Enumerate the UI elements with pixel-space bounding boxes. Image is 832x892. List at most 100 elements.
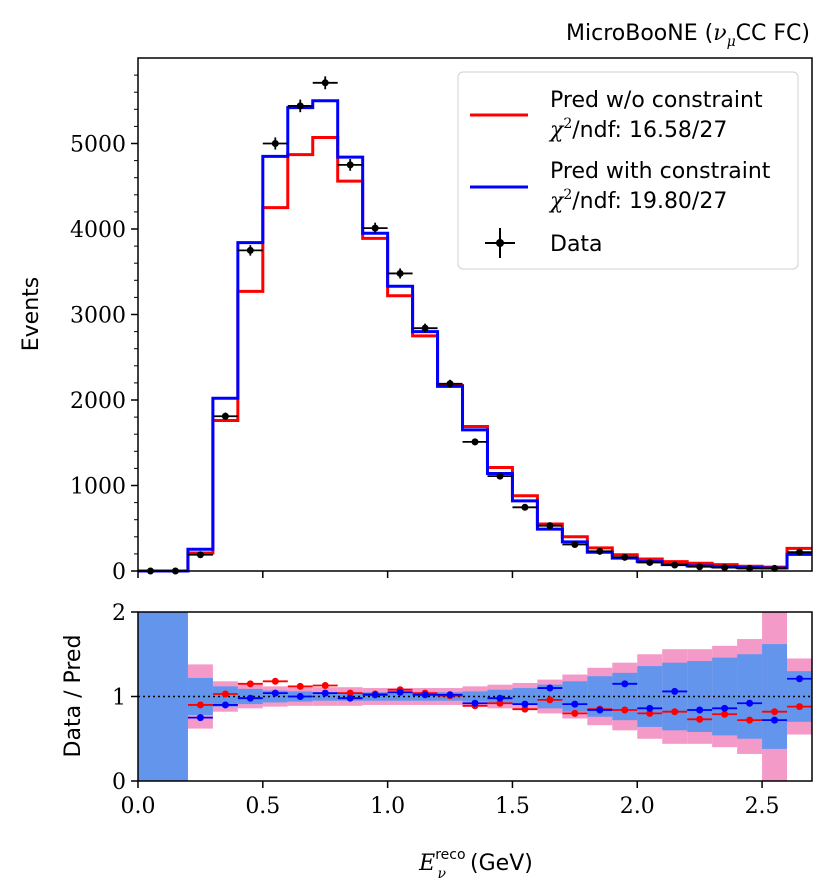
legend-label-data: Data	[550, 232, 603, 257]
ratio-point-with-constraint	[246, 694, 254, 702]
ratio-x-axis-ticks: 0.0 0.5 1.0 1.5 2.0 2.5	[121, 781, 780, 819]
ratio-point-with-constraint	[296, 693, 304, 700]
main-plot-frame	[137, 57, 813, 572]
ratio-y-tick-label: 0	[112, 770, 126, 795]
data-point	[596, 547, 604, 555]
ratio-x-tick-label: 1.0	[370, 794, 405, 819]
ratio-point-with-constraint	[271, 689, 279, 697]
ratio-point-without-constraint	[321, 682, 329, 690]
ratio-point-with-constraint	[596, 706, 604, 714]
ratio-point-without-constraint	[521, 705, 529, 713]
ratio-point-without-constraint	[771, 708, 779, 716]
ratio-point-without-constraint	[696, 715, 704, 723]
legend-box	[457, 71, 799, 270]
ratio-point-without-constraint	[746, 716, 754, 724]
chart-title: MicroBooNE (νμCC FC)	[566, 21, 810, 50]
data-point	[496, 472, 504, 480]
data-point	[421, 324, 429, 332]
ratio-point-with-constraint	[371, 691, 379, 699]
ratio-point-with-constraint	[321, 689, 329, 697]
data-point	[271, 140, 279, 147]
main-y-axis-label: Events	[19, 277, 44, 352]
main-y-axis-ticks: 0 1000 2000 3000 4000 5000	[70, 74, 138, 585]
ratio-point-without-constraint	[721, 710, 729, 718]
data-point	[471, 438, 479, 446]
main-y-tick-label: 2000	[70, 389, 126, 414]
data-point	[221, 412, 229, 420]
ratio-point-without-constraint	[646, 709, 654, 717]
main-x-axis-ticks	[137, 571, 763, 578]
ratio-points	[187, 675, 812, 724]
ratio-point-with-constraint	[346, 694, 354, 702]
data-point	[246, 246, 254, 254]
ratio-point-with-constraint	[646, 704, 654, 712]
ratio-y-axis-ticks: 0 1 2	[112, 601, 138, 795]
ratio-y-tick-label: 2	[112, 601, 126, 626]
ratio-point-with-constraint	[621, 680, 629, 688]
ratio-point-with-constraint	[571, 700, 579, 708]
ratio-point-without-constraint	[496, 699, 504, 707]
ratio-point-without-constraint	[546, 696, 554, 704]
main-y-tick-label: 0	[112, 560, 126, 585]
ratio-point-with-constraint	[196, 714, 204, 722]
ratio-point-without-constraint	[796, 703, 804, 711]
data-point	[346, 161, 354, 169]
ratio-point-with-constraint	[521, 700, 529, 708]
ratio-x-tick-label: 0.0	[121, 794, 156, 819]
ratio-point-without-constraint	[346, 689, 354, 697]
main-y-tick-label: 4000	[70, 218, 126, 243]
data-point	[621, 553, 629, 561]
ratio-point-without-constraint	[271, 677, 279, 685]
ratio-panel: 0 1 2 0.0 0.5 1.0 1.5 2.0 2.5 Data / Pred Ereco…	[61, 601, 813, 882]
data-point	[646, 558, 654, 566]
legend-label-pred-with-constraint: Pred with constraint	[550, 159, 771, 184]
legend-label-pred-without-constraint: Pred w/o constraint	[550, 88, 763, 113]
data-point	[521, 503, 529, 511]
ratio-point-without-constraint	[221, 690, 229, 698]
ratio-point-with-constraint	[396, 688, 404, 696]
ratio-point-with-constraint	[496, 694, 504, 702]
data-point	[546, 522, 554, 530]
ratio-y-tick-label: 1	[112, 686, 126, 711]
data-point	[396, 269, 404, 277]
ratio-x-tick-label: 2.0	[620, 794, 655, 819]
data-point	[671, 561, 679, 569]
ratio-point-without-constraint	[246, 680, 254, 688]
ratio-point-with-constraint	[221, 701, 229, 709]
main-y-tick-label: 1000	[70, 475, 126, 500]
data-point	[796, 548, 804, 556]
main-y-tick-label: 5000	[70, 133, 126, 158]
ratio-point-with-constraint	[796, 675, 804, 683]
ratio-point-with-constraint	[446, 691, 454, 699]
main-panel: MicroBooNE (νμCC FC) 0 1000 2000 3000 4000 50…	[19, 21, 813, 585]
data-point	[721, 564, 729, 572]
data-point	[296, 102, 304, 110]
ratio-y-axis-label: Data / Pred	[61, 635, 86, 758]
ratio-point-with-constraint	[471, 699, 479, 707]
data-point	[196, 551, 204, 559]
ratio-point-with-constraint	[421, 691, 429, 699]
ratio-point-with-constraint	[546, 684, 554, 692]
data-point	[696, 563, 704, 571]
ratio-x-tick-label: 0.5	[245, 794, 280, 819]
ratio-point-with-constraint	[671, 687, 679, 695]
ratio-point-with-constraint	[696, 706, 704, 714]
ratio-point-without-constraint	[571, 709, 579, 717]
data-point	[746, 564, 754, 572]
ratio-point-with-constraint	[771, 716, 779, 724]
ratio-band-with-constraint	[387, 692, 413, 701]
ratio-point-with-constraint	[721, 704, 729, 712]
data-point	[446, 380, 454, 388]
data-point	[371, 224, 379, 232]
ratio-point-without-constraint	[296, 682, 304, 690]
ratio-point-without-constraint	[621, 706, 629, 714]
ratio-x-axis-label: Ereco ν (GeV)	[418, 847, 533, 882]
ratio-x-tick-label: 2.5	[745, 794, 780, 819]
data-point	[771, 564, 779, 572]
legend: Pred w/o constraint χ2/ndf: 16.58/27 Pre…	[457, 71, 799, 270]
ratio-plot-frame	[137, 611, 813, 782]
legend-chi2-pred-with-constraint: χ2/ndf: 19.80/27	[548, 187, 727, 214]
data-point	[321, 79, 329, 87]
ratio-point-without-constraint	[671, 708, 679, 716]
